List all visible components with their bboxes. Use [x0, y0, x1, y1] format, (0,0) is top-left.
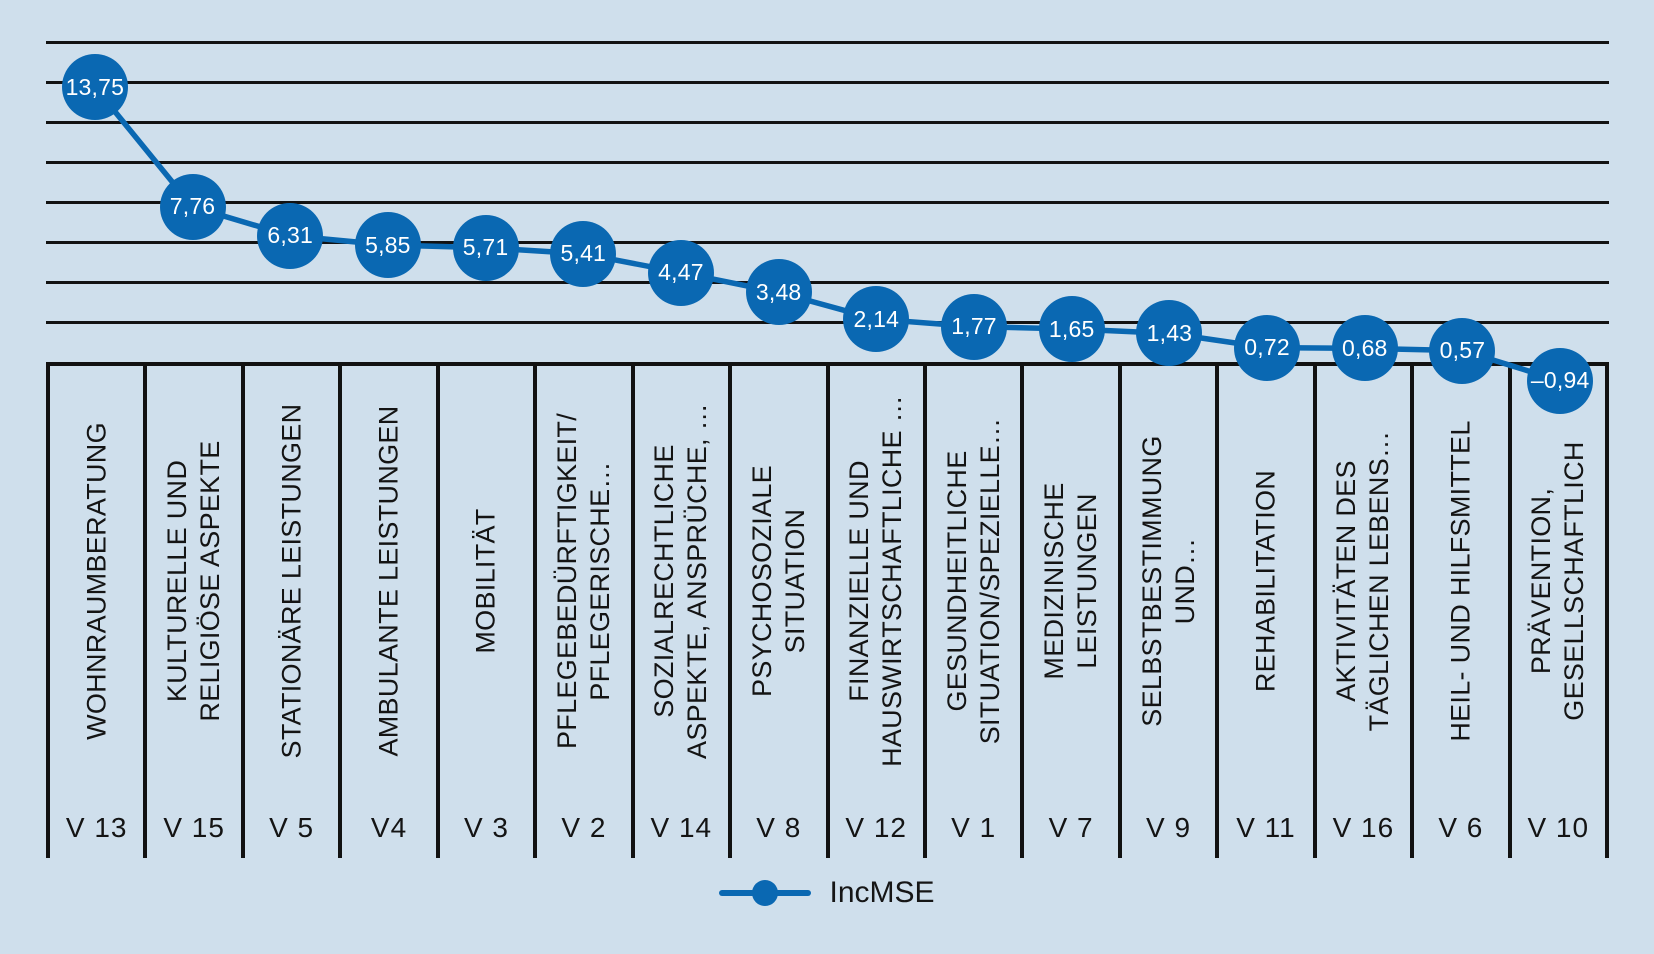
- data-point-marker: 0,72: [1234, 314, 1301, 381]
- category-cell: GESUNDHEITLICHE SITUATION/SPEZIELLE… V 1: [922, 366, 1020, 858]
- category-code: V 16: [1332, 812, 1395, 843]
- data-point-marker: 0,57: [1429, 317, 1496, 384]
- data-point-marker: 5,85: [354, 212, 421, 278]
- gridline: [46, 41, 1609, 44]
- data-point-value: 6,31: [267, 222, 313, 249]
- data-point-value: 13,75: [65, 73, 125, 100]
- category-cell: PRÄVENTION, GESELLSCHAFTLICH V 10: [1507, 366, 1609, 858]
- category-cell: REHABILITATION V 11: [1215, 366, 1312, 858]
- data-point-value: 1,65: [1048, 315, 1095, 342]
- gridline: [46, 281, 1609, 284]
- data-point-value: 4,47: [658, 259, 704, 286]
- data-point-marker: 3,48: [745, 259, 812, 326]
- data-point-value: –0,94: [1530, 367, 1590, 394]
- legend-label: IncMSE: [829, 876, 935, 909]
- category-code: V 6: [1438, 812, 1484, 843]
- category-code: V 9: [1146, 812, 1192, 843]
- category-cell: MEDIZINISCHE LEISTUNGEN V 7: [1020, 366, 1117, 858]
- category-cell: STATIONÄRE LEISTUNGEN V 5: [240, 366, 338, 858]
- category-code: V 5: [269, 812, 315, 843]
- data-point-value: 5,85: [365, 231, 411, 258]
- data-point-value: 7,76: [169, 193, 216, 220]
- data-point-value: 3,48: [755, 278, 802, 305]
- category-code: V 1: [951, 812, 997, 843]
- category-cell: WOHNRAUMBERATUNG V 13: [46, 366, 143, 858]
- data-point-marker: 1,65: [1038, 296, 1105, 362]
- category-code: V 8: [756, 812, 802, 843]
- data-point-value: 2,14: [853, 305, 900, 332]
- category-label: FINANZIELLE UND HAUSWIRTSCHAFTLICHE …: [844, 395, 908, 767]
- category-label: REHABILITATION: [1250, 469, 1281, 693]
- category-cell: AKTIVITÄTEN DES TÄGLICHEN LEBENS… V 16: [1312, 366, 1410, 858]
- data-point-marker: 0,68: [1331, 315, 1398, 382]
- category-code: V4: [370, 812, 408, 843]
- data-point-marker: 5,71: [452, 214, 519, 281]
- legend: IncMSE: [0, 870, 1654, 916]
- category-label: SOZIALRECHTLICHE ASPEKTE, ANSPRÜCHE, …: [649, 403, 713, 759]
- legend-marker-icon: [752, 880, 779, 906]
- category-cell: KULTURELLE UND RELIGIÖSE ASPEKTE V 15: [143, 366, 240, 858]
- data-point-marker: 6,31: [257, 202, 324, 269]
- category-cell: SOZIALRECHTLICHE ASPEKTE, ANSPRÜCHE, … V …: [630, 366, 728, 858]
- data-point-marker: 4,47: [647, 239, 714, 306]
- data-point-value: 0,68: [1341, 334, 1388, 361]
- category-label: KULTURELLE UND RELIGIÖSE ASPEKTE: [162, 440, 226, 722]
- data-point-marker: 7,76: [159, 173, 226, 240]
- data-point-value: 1,77: [951, 313, 997, 340]
- data-point-value: 5,41: [560, 240, 607, 267]
- category-label: WOHNRAUMBERATUNG: [81, 422, 112, 740]
- category-label: PSYCHOSOZIALE SITUATION: [746, 465, 810, 697]
- category-code: V 12: [845, 812, 908, 843]
- category-label: PFLEGEBEDÜRFTIGKEIT/ PFLEGERISCHE…: [551, 412, 615, 750]
- gridline: [46, 81, 1609, 84]
- data-point-marker: 1,77: [941, 293, 1008, 360]
- category-cell: HEIL- UND HILFSMITTEL V 6: [1410, 366, 1507, 858]
- data-point-value: 5,71: [462, 234, 509, 261]
- category-label: PRÄVENTION, GESELLSCHAFTLICH: [1526, 441, 1590, 721]
- category-cell: AMBULANTE LEISTUNGEN V4: [338, 366, 435, 858]
- category-axis-table: WOHNRAUMBERATUNG V 13 KULTURELLE UND RELIG…: [46, 362, 1609, 858]
- data-point-value: 0,57: [1439, 337, 1486, 364]
- data-point-marker: 2,14: [843, 286, 910, 353]
- category-label: AMBULANTE LEISTUNGEN: [373, 405, 404, 757]
- data-point-marker: 1,43: [1136, 300, 1203, 367]
- category-cell: MOBILITÄT V 3: [435, 366, 533, 858]
- data-point-value: 0,72: [1244, 334, 1290, 361]
- category-code: V 10: [1527, 812, 1590, 843]
- category-cell: PSYCHOSOZIALE SITUATION V 8: [728, 366, 825, 858]
- category-cell: SELBSTBESTIMMUNG UND… V 9: [1117, 366, 1215, 858]
- category-cell: PFLEGEBEDÜRFTIGKEIT/ PFLEGERISCHE… V 2: [533, 366, 630, 858]
- category-label: HEIL- UND HILFSMITTEL: [1445, 420, 1476, 742]
- category-label: MEDIZINISCHE LEISTUNGEN: [1039, 482, 1103, 680]
- category-label: GESUNDHEITLICHE SITUATION/SPEZIELLE…: [941, 417, 1005, 745]
- category-label: STATIONÄRE LEISTUNGEN: [276, 403, 307, 759]
- category-label: SELBSTBESTIMMUNG UND…: [1136, 435, 1200, 727]
- category-label: MOBILITÄT: [471, 508, 501, 654]
- data-point-marker: 13,75: [61, 54, 128, 120]
- data-point-marker: –0,94: [1527, 347, 1594, 414]
- category-code: V 15: [163, 812, 225, 843]
- gridline: [46, 161, 1609, 164]
- gridline: [46, 121, 1609, 124]
- category-cell: FINANZIELLE UND HAUSWIRTSCHAFTLICHE … V 1…: [825, 366, 923, 858]
- category-code: V 14: [650, 812, 713, 843]
- data-point-value: 1,43: [1146, 319, 1193, 346]
- category-code: V 11: [1236, 812, 1296, 843]
- category-code: V 2: [561, 812, 607, 843]
- category-code: V 7: [1048, 812, 1094, 843]
- category-code: V 13: [65, 812, 128, 843]
- category-code: V 3: [463, 812, 509, 843]
- legend-line-icon: [719, 880, 812, 906]
- data-point-marker: 5,41: [550, 220, 617, 287]
- category-label: AKTIVITÄTEN DES TÄGLICHEN LEBENS…: [1331, 430, 1395, 732]
